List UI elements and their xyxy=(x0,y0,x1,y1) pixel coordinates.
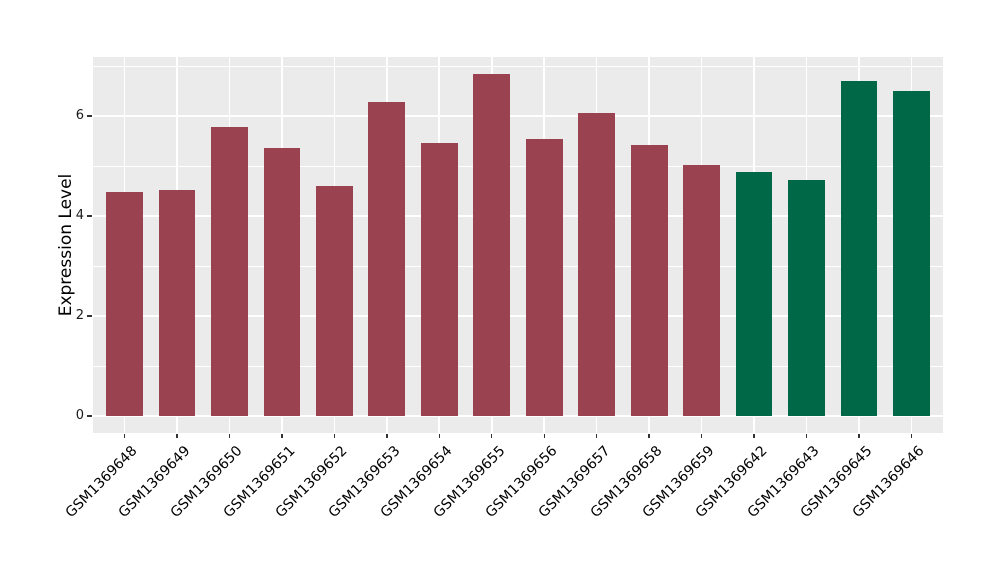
minor-gridline xyxy=(93,365,943,367)
bar-GSM1369658 xyxy=(630,144,668,416)
x-tick-mark xyxy=(858,433,860,438)
y-tick-mark xyxy=(87,115,92,117)
x-tick-mark xyxy=(543,433,545,438)
x-tick-mark xyxy=(910,433,913,438)
x-tick-mark xyxy=(596,433,598,438)
x-tick-mark xyxy=(438,433,440,438)
y-tick-label: 2 xyxy=(75,308,84,323)
x-tick-mark xyxy=(648,433,650,438)
bar-GSM1369652 xyxy=(315,186,353,416)
y-tick-label: 4 xyxy=(75,208,84,223)
bar-GSM1369653 xyxy=(368,101,406,416)
x-tick-mark xyxy=(333,433,336,438)
x-tick-mark xyxy=(123,433,126,438)
y-tick-label: 0 xyxy=(75,408,84,423)
bar-GSM1369654 xyxy=(420,142,458,416)
bar-GSM1369648 xyxy=(106,192,143,416)
x-tick-mark xyxy=(805,433,808,438)
major-gridline xyxy=(93,315,943,317)
minor-gridline xyxy=(93,65,943,67)
bar-GSM1369656 xyxy=(525,139,563,416)
x-tick-mark xyxy=(386,433,388,438)
x-tick-mark xyxy=(176,433,178,438)
bar-GSM1369651 xyxy=(263,147,301,416)
bar-GSM1369650 xyxy=(211,127,248,416)
bar-GSM1369643 xyxy=(788,179,825,416)
x-tick-mark xyxy=(700,433,703,438)
x-tick-mark xyxy=(281,433,283,438)
y-tick-label: 6 xyxy=(75,108,84,123)
minor-gridline xyxy=(93,265,943,267)
bar-GSM1369646 xyxy=(893,91,930,416)
x-tick-mark xyxy=(491,433,493,438)
plot-area xyxy=(93,57,943,433)
y-tick-mark xyxy=(87,215,92,217)
bar-GSM1369657 xyxy=(578,112,616,416)
major-gridline xyxy=(93,215,943,217)
bar-GSM1369649 xyxy=(158,190,196,416)
bar-GSM1369655 xyxy=(473,74,511,416)
y-tick-mark xyxy=(87,315,92,317)
y-tick-mark xyxy=(87,415,92,417)
bar-GSM1369642 xyxy=(735,171,773,416)
y-axis-title: Expression Level xyxy=(56,173,76,317)
minor-gridline xyxy=(93,165,943,167)
major-gridline xyxy=(93,115,943,117)
major-gridline xyxy=(93,415,943,417)
bar-GSM1369659 xyxy=(683,164,720,416)
x-tick-mark xyxy=(228,433,231,438)
bar-GSM1369645 xyxy=(840,81,878,416)
x-tick-mark xyxy=(753,433,755,438)
